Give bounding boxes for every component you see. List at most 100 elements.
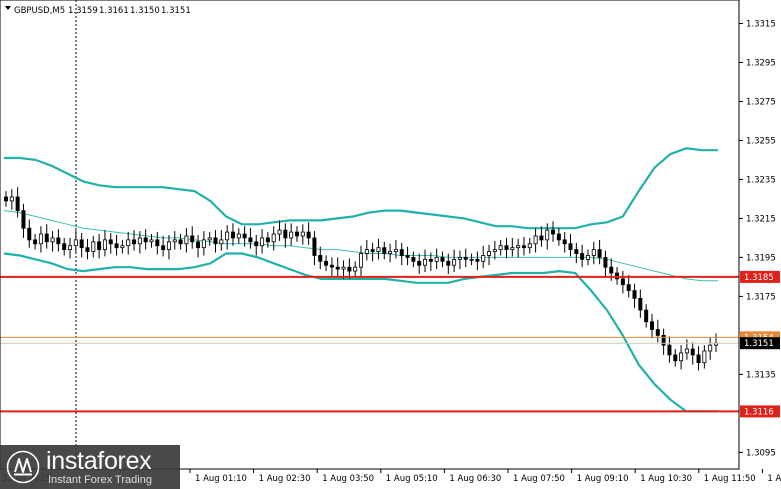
bull-candle-body: [591, 249, 596, 256]
bull-candle-body: [260, 237, 265, 247]
candle: [527, 237, 532, 254]
bull-candle-body: [300, 231, 305, 237]
candle: [120, 239, 125, 254]
candle: [318, 246, 323, 270]
candle: [91, 235, 96, 258]
candle: [393, 239, 398, 259]
candle: [417, 253, 422, 274]
bull-candle-body: [120, 245, 125, 249]
level-tag: [740, 405, 780, 418]
candle: [347, 258, 352, 279]
candle: [423, 249, 428, 273]
bull-candle-body: [102, 239, 107, 251]
candle: [603, 250, 608, 277]
bull-candle-body: [423, 258, 428, 266]
candle: [649, 313, 654, 339]
candle: [149, 234, 154, 248]
bear-candle-body: [230, 231, 235, 239]
candle: [172, 231, 177, 250]
x-tick-label: 1 Aug 05:10: [386, 474, 438, 484]
candle: [85, 238, 90, 260]
current-price-label: 1.3151: [744, 339, 774, 349]
bear-candle-body: [574, 249, 579, 254]
candle: [21, 203, 26, 238]
bull-candle-body: [393, 249, 398, 252]
bear-candle-body: [15, 196, 20, 212]
collapse-triangle-icon[interactable]: [5, 6, 11, 10]
bull-candle-body: [358, 253, 363, 268]
candle: [562, 232, 567, 253]
candle: [143, 229, 148, 250]
bull-candle-body: [341, 266, 346, 270]
candle: [201, 231, 206, 256]
bull-candle-body: [353, 266, 358, 272]
bear-candle-body: [411, 257, 416, 262]
bear-candle-body: [475, 258, 480, 262]
x-tick-label: 1 Aug 09:10: [577, 474, 629, 484]
candle: [50, 231, 55, 252]
y-tick-label: 1.3315: [746, 19, 776, 29]
x-tick-label: 1 Aug 07:50: [513, 474, 565, 484]
bull-candle-body: [708, 344, 713, 352]
candle: [33, 234, 38, 250]
bull-candle-body: [271, 233, 276, 243]
bull-candle-body: [469, 258, 474, 261]
candle: [242, 226, 247, 247]
bull-candle-body: [388, 251, 393, 254]
candle: [585, 249, 590, 266]
candle: [56, 229, 61, 252]
candle: [306, 222, 311, 245]
bear-candle-body: [242, 233, 247, 239]
candle: [300, 224, 305, 245]
bull-candle-body: [545, 229, 550, 241]
candle: [358, 245, 363, 276]
candle: [102, 230, 107, 257]
candle: [184, 228, 189, 253]
bear-candle-body: [62, 243, 67, 251]
bear-candle-body: [190, 235, 195, 243]
candle: [353, 261, 358, 277]
bear-candle-body: [335, 266, 340, 270]
bull-candle-body: [184, 235, 189, 245]
bear-candle-body: [382, 247, 387, 254]
bear-candle-body: [521, 245, 526, 249]
candle: [475, 251, 480, 271]
level-tag-label: 1.3116: [744, 407, 774, 417]
bull-candle-body: [492, 249, 497, 252]
y-tick-label: 1.3095: [746, 448, 776, 458]
candle: [492, 240, 497, 260]
candle: [283, 223, 288, 248]
bull-candle-body: [289, 231, 294, 239]
candle: [79, 233, 84, 258]
bear-candle-body: [504, 245, 509, 251]
candle: [696, 346, 701, 371]
bull-candle-body: [219, 239, 224, 245]
candle: [661, 328, 666, 355]
candle: [155, 232, 160, 255]
candle: [196, 235, 201, 258]
bear-candle-body: [4, 196, 9, 202]
bear-candle-body: [27, 227, 32, 241]
candle: [446, 253, 451, 274]
bear-candle-body: [644, 309, 649, 323]
x-tick-label: 1 Aug 13:10: [767, 474, 781, 484]
candle: [411, 251, 416, 268]
bull-candle-body: [679, 352, 684, 362]
candle: [463, 248, 468, 268]
bear-candle-body: [551, 229, 556, 235]
bear-candle-body: [155, 239, 160, 247]
y-tick-label: 1.3215: [746, 214, 776, 224]
candle: [510, 237, 515, 257]
price-axis[interactable]: 1.3315 1.3295 1.3275 1.3255 1.3235 1.3215 1.31…: [739, 19, 776, 458]
bollinger-lower-line: [3, 252, 718, 413]
bear-candle-body: [463, 257, 468, 260]
candle: [254, 235, 259, 256]
candle: [568, 234, 573, 257]
bear-candle-body: [79, 239, 84, 249]
candle: [620, 271, 625, 294]
candle: [190, 226, 195, 249]
candle: [265, 232, 270, 248]
candle: [260, 229, 265, 254]
